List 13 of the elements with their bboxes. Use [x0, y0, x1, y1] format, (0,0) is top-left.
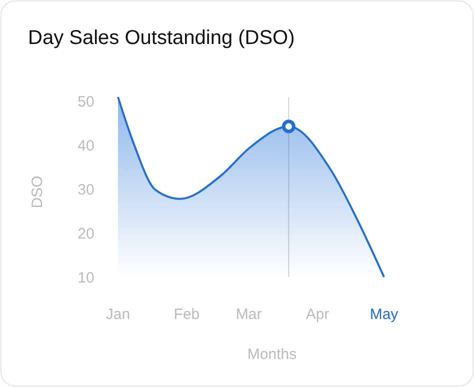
x-tick-label: Mar — [236, 306, 262, 323]
y-tick-label: 50 — [78, 94, 94, 111]
x-axis-title: Months — [247, 346, 297, 363]
y-axis-title: DSO — [29, 176, 46, 208]
x-tick-label: May — [370, 306, 399, 323]
x-tick-label: Apr — [306, 306, 330, 323]
y-tick-label: 40 — [78, 138, 94, 155]
y-tick-label: 30 — [78, 181, 94, 198]
chart-title: Day Sales Outstanding (DSO) — [28, 27, 295, 49]
y-tick-label: 10 — [78, 269, 94, 286]
y-tick-label: 20 — [78, 225, 94, 242]
x-tick-label: Feb — [174, 306, 200, 323]
x-tick-label: Jan — [106, 306, 130, 323]
